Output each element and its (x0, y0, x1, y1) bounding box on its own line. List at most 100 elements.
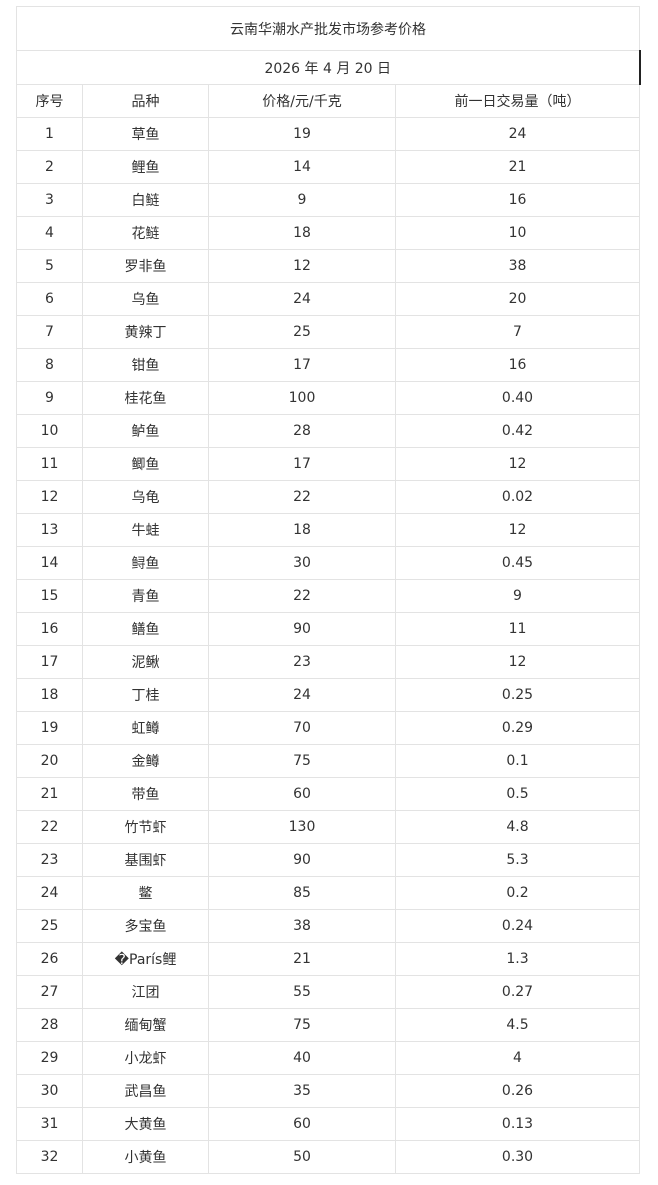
cell-index: 4 (16, 216, 83, 250)
cell-index: 1 (16, 117, 83, 151)
cell-variety: 鲟鱼 (82, 546, 209, 580)
cell-volume: 16 (395, 348, 640, 382)
cell-variety: 多宝鱼 (82, 909, 209, 943)
cell-price: 17 (208, 348, 396, 382)
cell-index: 3 (16, 183, 83, 217)
header-index: 序号 (16, 84, 83, 118)
cell-variety: 乌龟 (82, 480, 209, 514)
table-row: 1 草鱼 19 24 (16, 117, 640, 151)
cell-variety: 大黄鱼 (82, 1107, 209, 1141)
cell-price: 75 (208, 1008, 396, 1042)
cell-volume: 5.3 (395, 843, 640, 877)
table-row: 11 鲫鱼 17 12 (16, 447, 640, 481)
cell-volume: 7 (395, 315, 640, 349)
table-row: 16 鳝鱼 90 11 (16, 612, 640, 646)
cell-volume: 0.1 (395, 744, 640, 778)
cell-index: 5 (16, 249, 83, 283)
cell-price: 18 (208, 513, 396, 547)
cell-variety: 桂花鱼 (82, 381, 209, 415)
cell-price: 19 (208, 117, 396, 151)
cell-price: 55 (208, 975, 396, 1009)
cell-index: 20 (16, 744, 83, 778)
cell-price: 17 (208, 447, 396, 481)
table-row: 24 鳖 85 0.2 (16, 876, 640, 910)
cell-index: 16 (16, 612, 83, 646)
cell-volume: 10 (395, 216, 640, 250)
cell-index: 26 (16, 942, 83, 976)
cell-index: 21 (16, 777, 83, 811)
cell-index: 25 (16, 909, 83, 943)
table-row: 17 泥鳅 23 12 (16, 645, 640, 679)
table-row: 23 基围虾 90 5.3 (16, 843, 640, 877)
table-title: 云南华潮水产批发市场参考价格 (16, 6, 640, 51)
cell-variety: 缅甸蟹 (82, 1008, 209, 1042)
cell-variety: 青鱼 (82, 579, 209, 613)
cell-variety: 竹节虾 (82, 810, 209, 844)
cell-volume: 4 (395, 1041, 640, 1075)
cell-price: 12 (208, 249, 396, 283)
cell-variety: 泥鳅 (82, 645, 209, 679)
cell-index: 27 (16, 975, 83, 1009)
header-row: 序号 品种 价格/元/千克 前一日交易量（吨） (16, 84, 640, 118)
cell-variety: 牛蛙 (82, 513, 209, 547)
cell-volume: 0.45 (395, 546, 640, 580)
cell-volume: 11 (395, 612, 640, 646)
cell-volume: 0.29 (395, 711, 640, 745)
cell-volume: 0.25 (395, 678, 640, 712)
cell-index: 6 (16, 282, 83, 316)
table-row: 15 青鱼 22 9 (16, 579, 640, 613)
cell-index: 17 (16, 645, 83, 679)
cell-price: 35 (208, 1074, 396, 1108)
cell-variety: 虹鳟 (82, 711, 209, 745)
cell-price: 14 (208, 150, 396, 184)
table-row: 6 乌鱼 24 20 (16, 282, 640, 316)
cell-variety: 带鱼 (82, 777, 209, 811)
cell-variety: 黄辣丁 (82, 315, 209, 349)
cell-price: 40 (208, 1041, 396, 1075)
cell-index: 29 (16, 1041, 83, 1075)
cell-index: 9 (16, 381, 83, 415)
cell-index: 28 (16, 1008, 83, 1042)
table-row: 5 罗非鱼 12 38 (16, 249, 640, 283)
cell-variety: 鳝鱼 (82, 612, 209, 646)
cell-price: 38 (208, 909, 396, 943)
cell-volume: 20 (395, 282, 640, 316)
table-row: 13 牛蛙 18 12 (16, 513, 640, 547)
cell-price: 22 (208, 480, 396, 514)
cell-price: 90 (208, 612, 396, 646)
cell-price: 100 (208, 381, 396, 415)
cell-variety: 鲤鱼 (82, 150, 209, 184)
cell-index: 14 (16, 546, 83, 580)
cell-index: 8 (16, 348, 83, 382)
cell-volume: 0.13 (395, 1107, 640, 1141)
cell-volume: 0.30 (395, 1140, 640, 1174)
cell-volume: 1.3 (395, 942, 640, 976)
cell-variety: 小黄鱼 (82, 1140, 209, 1174)
cell-variety: 金鳟 (82, 744, 209, 778)
cell-variety: �París鲤 (82, 942, 209, 976)
table-row: 9 桂花鱼 100 0.40 (16, 381, 640, 415)
cell-variety: 基围虾 (82, 843, 209, 877)
table-row: 20 金鳟 75 0.1 (16, 744, 640, 778)
table-row: 8 钳鱼 17 16 (16, 348, 640, 382)
cell-index: 10 (16, 414, 83, 448)
cell-variety: 白鲢 (82, 183, 209, 217)
table-row: 18 丁桂 24 0.25 (16, 678, 640, 712)
cell-index: 23 (16, 843, 83, 877)
cell-price: 24 (208, 678, 396, 712)
cell-price: 18 (208, 216, 396, 250)
cell-index: 19 (16, 711, 83, 745)
cell-price: 70 (208, 711, 396, 745)
table-date: 2026 年 4 月 20 日 (16, 50, 641, 85)
cell-volume: 38 (395, 249, 640, 283)
table-row: 27 江团 55 0.27 (16, 975, 640, 1009)
cell-volume: 21 (395, 150, 640, 184)
cell-variety: 鳖 (82, 876, 209, 910)
cell-variety: 鲫鱼 (82, 447, 209, 481)
cell-price: 50 (208, 1140, 396, 1174)
table-row: 28 缅甸蟹 75 4.5 (16, 1008, 640, 1042)
cell-price: 75 (208, 744, 396, 778)
cell-volume: 4.8 (395, 810, 640, 844)
table-row: 21 带鱼 60 0.5 (16, 777, 640, 811)
cell-price: 28 (208, 414, 396, 448)
